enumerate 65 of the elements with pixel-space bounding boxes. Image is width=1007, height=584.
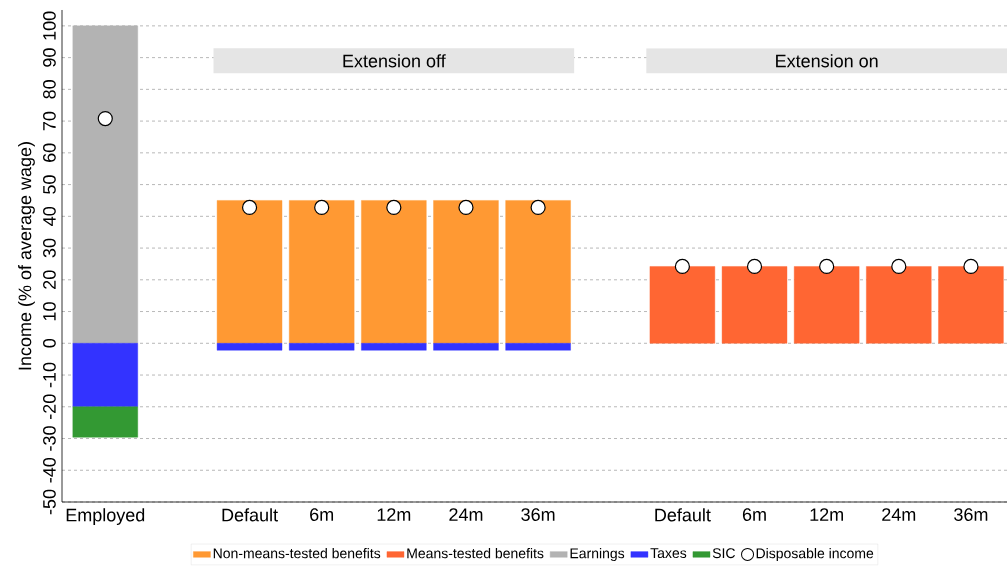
point — [314, 199, 330, 216]
x-tick-label: 6m — [310, 508, 334, 521]
legend-label: Taxes — [650, 548, 687, 559]
x-tick-label: 36m — [521, 508, 555, 521]
legend-label: Means-tested benefits — [407, 548, 544, 559]
x-tick-label: 36m — [954, 508, 988, 521]
bar — [505, 343, 571, 351]
point — [458, 199, 474, 216]
point — [97, 110, 113, 127]
legend-label: Disposable income — [756, 548, 874, 562]
point — [819, 258, 835, 275]
y-tick-label: 30 — [43, 238, 56, 258]
y-tick-label: 60 — [43, 143, 56, 162]
legend-label: Earnings — [570, 548, 625, 562]
point — [746, 258, 763, 275]
y-tick-label: 20 — [43, 270, 56, 289]
point — [963, 258, 979, 275]
bar — [72, 406, 138, 438]
bar — [721, 266, 788, 344]
x-tick-label: Default — [222, 508, 278, 522]
y-axis-title: Income (% of average wage) — [18, 142, 35, 370]
bar — [289, 343, 355, 351]
bar — [938, 266, 1004, 344]
annotation: Extension off — [343, 54, 446, 68]
x-tick-label: 24m — [449, 508, 483, 521]
x-tick-label: 12m — [377, 508, 411, 521]
y-tick-label: 100 — [43, 11, 56, 40]
bar — [216, 343, 283, 351]
x-tick-label: 6m — [742, 508, 766, 521]
bar — [72, 25, 138, 344]
legend-label: Non-means-tested benefits — [213, 548, 381, 559]
y-tick-label: 50 — [43, 175, 56, 194]
y-tick-label: -20 — [43, 394, 56, 419]
point — [241, 199, 258, 216]
annotation: Extension on — [776, 54, 878, 68]
bar — [361, 200, 427, 344]
y-tick-label: 90 — [43, 48, 56, 67]
legend-label: SIC — [712, 548, 736, 559]
y-tick-label: -50 — [43, 489, 56, 515]
bar — [505, 200, 571, 344]
bar — [433, 343, 499, 351]
bar — [216, 200, 283, 344]
point — [891, 258, 907, 275]
y-tick-label: 10 — [43, 302, 56, 321]
y-tick-label: -40 — [43, 457, 56, 483]
x-tick-label: 24m — [882, 508, 916, 521]
bar — [433, 200, 499, 344]
point — [386, 199, 402, 216]
x-tick-label: Employed — [66, 508, 145, 525]
x-tick-label: Default — [655, 508, 711, 522]
y-tick-label: 80 — [43, 80, 56, 99]
bar — [794, 266, 860, 344]
point — [674, 258, 690, 275]
y-tick-label: 0 — [43, 338, 56, 348]
bar — [72, 343, 138, 407]
y-tick-label: 70 — [43, 111, 56, 131]
x-tick-label: 12m — [810, 508, 843, 521]
bar — [866, 266, 932, 344]
bar — [289, 200, 355, 344]
y-tick-label: -30 — [43, 426, 56, 451]
y-tick-label: -10 — [43, 362, 56, 388]
point — [530, 199, 546, 216]
bar — [649, 266, 716, 344]
y-tick-label: 40 — [43, 207, 56, 226]
bar — [361, 343, 427, 351]
